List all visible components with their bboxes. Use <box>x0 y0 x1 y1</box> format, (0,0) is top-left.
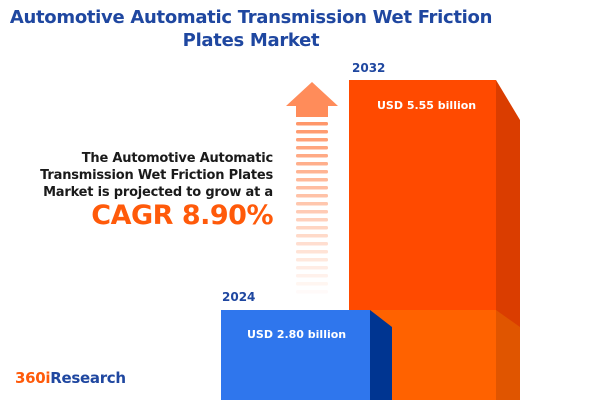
arrow-stripe <box>296 122 328 126</box>
arrow-stripe <box>296 210 328 214</box>
bar-2024-front <box>221 310 370 400</box>
arrow-stripe <box>296 130 328 134</box>
arrow-stripe <box>296 186 328 190</box>
projection-text: The Automotive Automatic Transmission We… <box>40 151 273 200</box>
arrow-stripe <box>296 242 328 246</box>
growth-arrow-icon <box>286 82 338 117</box>
arrow-stripe <box>296 194 328 198</box>
logo: 360iResearch <box>15 369 126 387</box>
year-label-2024: 2024 <box>222 290 256 304</box>
arrow-stripe <box>296 162 328 166</box>
logo-part2: Research <box>50 369 126 387</box>
arrow-stripe <box>296 258 328 262</box>
bar-2032-lower-side <box>496 310 520 400</box>
arrow-stripe <box>296 178 328 182</box>
arrow-stripe <box>296 226 328 230</box>
arrow-stripe <box>296 154 328 158</box>
arrow-stripe <box>296 266 328 270</box>
arrow-stripe <box>296 146 328 150</box>
year-label-2032: 2032 <box>352 61 386 75</box>
data-label-2032: USD 5.55 billion <box>377 99 477 112</box>
cagr-value: CAGR 8.90% <box>91 200 273 231</box>
arrow-stripe <box>296 290 328 294</box>
logo-part1: 360i <box>15 369 51 387</box>
bar-2024-side <box>370 310 392 400</box>
arrow-stripe <box>296 234 328 238</box>
arrow-stripe <box>296 274 328 278</box>
arrow-stripe <box>296 282 328 286</box>
arrow-stripe <box>296 138 328 142</box>
arrow-stripe <box>296 250 328 254</box>
chart-title: Automotive Automatic Transmission Wet Fr… <box>9 7 493 51</box>
arrow-stripe <box>296 218 328 222</box>
arrow-stripe <box>296 202 328 206</box>
arrow-stripe <box>296 170 328 174</box>
data-label-2024: USD 2.80 billion <box>247 328 347 341</box>
